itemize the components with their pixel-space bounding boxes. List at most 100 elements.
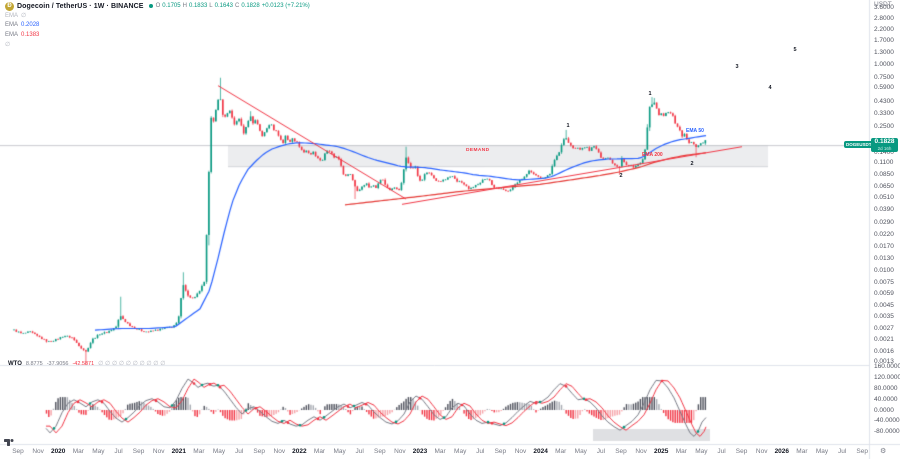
price-tick-label: 0.0100 xyxy=(874,266,894,274)
time-tick-label: Sep xyxy=(735,448,748,455)
time-tick-label: Jul xyxy=(234,448,244,455)
time-tick-label: May xyxy=(695,448,708,455)
symbol-title[interactable]: Dogecoin / TetherUS · 1W · BINANCE xyxy=(17,2,144,10)
symbol-legend: Ð Dogecoin / TetherUS · 1W · BINANCE O 0.… xyxy=(5,1,310,50)
oscillator-legend[interactable]: WTO 8.8775 -37.9056 -42.5871 ∅ ∅ ∅ ∅ ∅ ∅… xyxy=(8,360,166,368)
wave-label[interactable]: 4 xyxy=(768,84,772,91)
time-tick-label: 2026 xyxy=(774,448,790,455)
price-tick-label: 0.0075 xyxy=(874,279,894,287)
price-tick-label: 0.0059 xyxy=(874,290,894,298)
eye-off-icon[interactable]: ∅ xyxy=(21,13,27,19)
oscillator-tick-label: 40.0000 xyxy=(874,395,898,403)
time-tick-label: Sep xyxy=(253,448,265,455)
time-tick-label: Mar xyxy=(313,448,326,455)
ema-line-tag[interactable]: EMA 200 xyxy=(642,152,663,159)
time-tick-label: Jul xyxy=(114,448,123,455)
price-tick-label: 0.0220 xyxy=(874,231,894,239)
oscillator-hidden-args: ∅ ∅ ∅ ∅ ∅ ∅ ∅ ∅ ∅ ∅ xyxy=(98,361,166,367)
time-tick-label: May xyxy=(92,448,105,455)
tradingview-logo[interactable] xyxy=(4,434,14,452)
price-tick-label: 0.0013 xyxy=(874,357,894,365)
time-tick-label: Nov xyxy=(514,448,527,455)
time-tick-label: Nov xyxy=(394,448,406,455)
wave-label[interactable]: 1 xyxy=(648,90,652,97)
oscillator-name: WTO xyxy=(8,360,22,367)
open-value: 0.1705 xyxy=(162,3,181,9)
time-tick-label: Jul xyxy=(476,448,485,455)
time-tick-label: Mar xyxy=(555,448,567,455)
price-tick-label: 0.0170 xyxy=(874,242,894,250)
dogecoin-icon: Ð xyxy=(5,1,14,11)
demand-zone-label[interactable]: DEMAND xyxy=(466,147,490,153)
ema200-label: EMA xyxy=(5,31,19,38)
price-tick-label: 0.1400 xyxy=(874,148,894,156)
price-tick-label: 3.6000 xyxy=(874,3,894,11)
price-tick-label: 0.3300 xyxy=(874,110,894,118)
oscillator-tick-label: -40.0000 xyxy=(874,417,900,425)
time-tick-label: 2024 xyxy=(533,448,548,455)
oscillator-tick-label: 160.0000 xyxy=(874,363,900,371)
price-tick-label: 0.0130 xyxy=(874,254,894,262)
time-tick-label: May xyxy=(212,448,226,455)
oscillator-tick-label: -80.0000 xyxy=(874,428,900,436)
hidden-indicator-row-2[interactable]: ∅ xyxy=(5,40,310,48)
time-tick-label: 2022 xyxy=(292,448,307,455)
ema200-legend-row[interactable]: EMA 0.1383 xyxy=(5,31,310,39)
last-price-value: 0.1828 xyxy=(874,138,895,145)
price-tick-label: 0.0027 xyxy=(874,324,894,332)
time-tick-label: Jul xyxy=(717,448,726,455)
wave-label[interactable]: 5 xyxy=(793,46,797,53)
wave-label[interactable]: 1 xyxy=(566,122,570,129)
price-tick-label: 0.1100 xyxy=(874,159,894,167)
price-tick-label: 0.0045 xyxy=(874,302,894,310)
time-tick-label: Mar xyxy=(434,448,446,455)
time-tick-label: 2021 xyxy=(171,448,187,455)
price-tick-label: 0.0290 xyxy=(874,218,894,226)
price-tick-label: 0.0016 xyxy=(874,348,894,356)
gear-icon[interactable]: ⚙ xyxy=(880,448,887,455)
price-tick-label: 0.0035 xyxy=(874,313,894,321)
price-tick-label: 0.0510 xyxy=(874,193,894,201)
price-tick-label: 0.4300 xyxy=(874,98,894,106)
price-tick-label: 0.2500 xyxy=(874,122,894,130)
eye-off-icon[interactable]: ∅ xyxy=(5,41,11,48)
time-tick-label: Nov xyxy=(273,448,286,455)
ema200-value: 0.1383 xyxy=(21,31,40,38)
oscillator-tick-label: 80.0000 xyxy=(874,384,898,392)
wave-label[interactable]: 2 xyxy=(690,161,694,168)
ema-line-tag[interactable]: EMA 50 xyxy=(686,127,704,134)
market-status-icon xyxy=(148,4,153,8)
time-tick-label: 2020 xyxy=(50,448,66,455)
time-tick-label: Sep xyxy=(374,448,386,455)
time-tick-label: Sep xyxy=(494,448,507,455)
time-tick-label: May xyxy=(333,448,346,455)
time-tick-label: Jul xyxy=(355,448,364,455)
ema50-label: EMA xyxy=(5,22,19,28)
time-tick-label: May xyxy=(454,448,467,455)
price-tick-label: 2.2000 xyxy=(874,25,894,33)
time-tick-label: 2025 xyxy=(653,448,669,455)
close-value: 0.1828 xyxy=(241,3,260,9)
price-axis-unit: USDT xyxy=(874,1,892,8)
high-value: 0.1833 xyxy=(188,3,208,9)
oscillator-value-2: -37.9056 xyxy=(46,360,69,367)
time-tick-label: Sep xyxy=(132,448,145,455)
time-tick-label: Sep xyxy=(615,448,627,455)
hidden-indicator-row[interactable]: EMA ∅ xyxy=(5,12,310,20)
ema50-legend-row[interactable]: EMA 0.2028 xyxy=(5,21,310,29)
price-tick-label: 0.5900 xyxy=(874,84,894,92)
ohlc-values: O 0.1705 H 0.1833 L 0.1643 C 0.1828 +0.0123 … xyxy=(156,3,310,9)
change-value: +0.0123 (+7.21%) xyxy=(261,3,310,9)
time-tick-label: Nov xyxy=(152,448,165,455)
time-tick-label: Sep xyxy=(856,448,868,455)
price-tick-label: 0.0390 xyxy=(874,205,894,213)
symbol-row[interactable]: Ð Dogecoin / TetherUS · 1W · BINANCE O 0.… xyxy=(5,1,310,11)
wave-label[interactable]: 2 xyxy=(619,173,623,180)
open-label: O xyxy=(155,3,161,9)
close-label: C xyxy=(235,3,240,9)
time-tick-label: Mar xyxy=(675,448,687,455)
time-tick-label: Jul xyxy=(837,448,847,455)
wave-label[interactable]: 3 xyxy=(735,64,739,71)
